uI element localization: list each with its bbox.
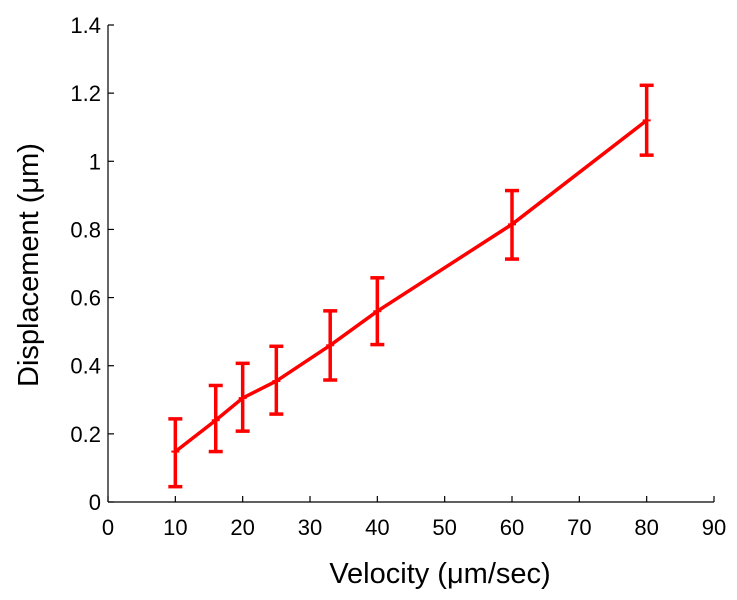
- y-tick-label: 0: [89, 490, 101, 515]
- y-tick-label: 0.4: [70, 354, 101, 379]
- x-tick-label: 20: [230, 515, 254, 540]
- y-tick-label: 1.2: [70, 81, 101, 106]
- x-tick-label: 30: [298, 515, 322, 540]
- y-tick-label: 1.4: [70, 13, 101, 38]
- x-tick-label: 70: [567, 515, 591, 540]
- y-tick-label: 1: [89, 149, 101, 174]
- x-tick-label: 90: [702, 515, 726, 540]
- x-tick-label: 60: [500, 515, 524, 540]
- y-tick-label: 0.2: [70, 422, 101, 447]
- x-tick-label: 80: [634, 515, 658, 540]
- series-line: [174, 119, 648, 453]
- x-tick-label: 10: [163, 515, 187, 540]
- chart-marks: [168, 83, 654, 489]
- x-tick-label: 50: [432, 515, 456, 540]
- y-axis-label: Displacement (μm): [13, 143, 45, 387]
- y-tick-label: 0.6: [70, 286, 101, 311]
- y-tick-label: 0.8: [70, 217, 101, 242]
- x-axis-label: Velocity (μm/sec): [329, 558, 550, 590]
- x-tick-label: 0: [102, 515, 114, 540]
- axes: 0 10 20 30 40 50 60 70 80 90 0 0.2 0.4 0.6 0.8 1 1.2 1.4: [70, 13, 726, 540]
- x-tick-label: 40: [365, 515, 389, 540]
